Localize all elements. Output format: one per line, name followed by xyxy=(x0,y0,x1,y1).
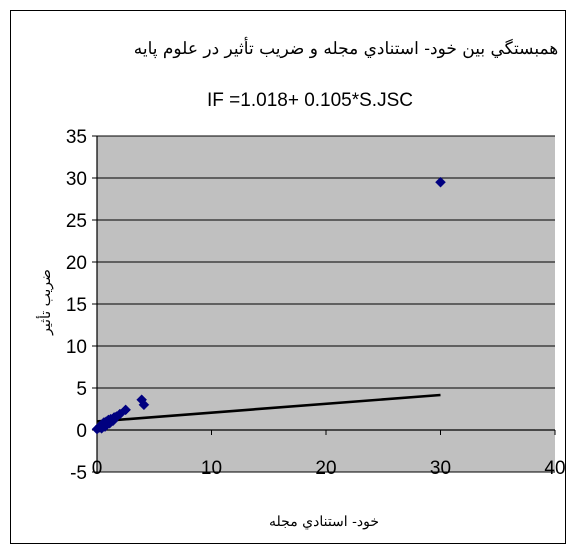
chart-title: همبستگي بين خود- استنادي مجله و ضريب تأث… xyxy=(134,36,559,59)
axes xyxy=(92,135,556,473)
trendline xyxy=(96,393,441,423)
y-axis-label: ضريب تأثير xyxy=(35,269,54,336)
x-tick-label: 40 xyxy=(544,458,565,479)
data-point xyxy=(435,176,446,188)
data-point xyxy=(138,399,150,411)
y-tick-label: 15 xyxy=(66,295,87,316)
y-tick-labels: 35 30 25 20 15 10 5 0 -5 xyxy=(66,127,87,484)
y-tick-label: 5 xyxy=(76,379,87,400)
y-tick-label: 20 xyxy=(66,253,87,274)
data-point xyxy=(120,404,131,416)
gridlines xyxy=(97,135,555,473)
y-tick-label: -5 xyxy=(70,463,87,484)
y-tick-label: 35 xyxy=(66,127,87,148)
x-tick-label: 30 xyxy=(430,458,451,479)
y-tick-label: 25 xyxy=(66,211,87,232)
x-tick-label: 0 xyxy=(92,458,103,479)
x-tick-label: 20 xyxy=(315,458,336,479)
trendline-layer xyxy=(96,393,441,423)
x-tick-label: 10 xyxy=(201,458,222,479)
y-tick-label: 10 xyxy=(66,337,87,358)
y-tick-label: 0 xyxy=(76,421,87,442)
data-points xyxy=(91,176,446,435)
x-axis-label: خود- استنادي مجله xyxy=(269,514,379,530)
trendline-equation: IF =1.018+ 0.105*S.JSC xyxy=(207,90,413,111)
y-tick-label: 30 xyxy=(66,169,87,190)
x-tick-labels: 0 10 20 30 40 xyxy=(92,458,566,479)
